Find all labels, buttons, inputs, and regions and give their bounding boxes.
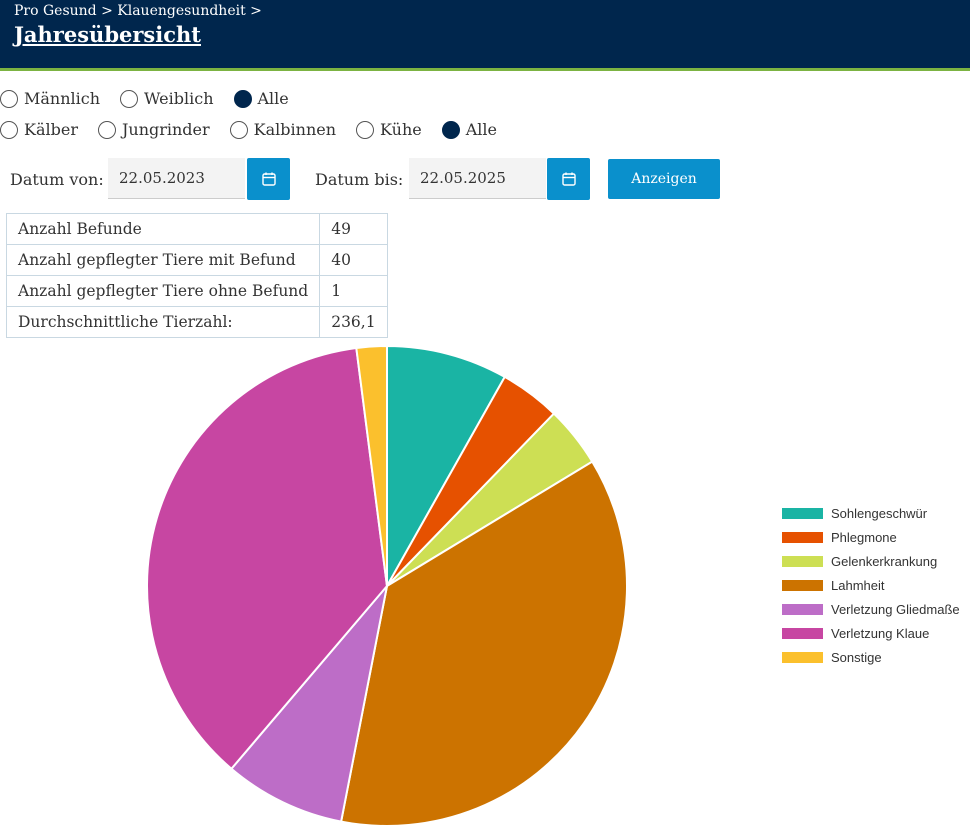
legend-swatch [782,628,823,639]
date-from-input[interactable] [108,158,245,199]
pie-slice-4[interactable] [230,582,389,823]
gender-filter: Männlich Weiblich Alle [0,89,309,108]
legend-swatch [782,580,823,591]
radio-kalbinnen[interactable]: Kalbinnen [229,120,337,139]
radio-weiblich[interactable]: Weiblich [120,89,214,108]
pie-slice-6[interactable] [355,344,388,587]
date-to-label: Datum bis: [315,170,404,189]
show-button[interactable]: Anzeigen [608,159,720,199]
radio-label: Kalbinnen [253,120,337,139]
date-from-label: Datum von: [10,170,104,189]
legend-swatch [782,508,823,519]
breadcrumb[interactable]: Pro Gesund > Klauengesundheit > [14,3,262,19]
legend-label[interactable]: Verletzung Gliedmaße [831,602,960,617]
legend-label[interactable]: Lahmheit [831,578,885,593]
radio-circle[interactable] [120,89,139,108]
header-bar: Pro Gesund > Klauengesundheit > Jahresüb… [0,0,970,71]
radio-circle[interactable] [356,120,375,139]
date-from-calendar-button[interactable] [247,158,290,200]
legend-swatch [782,652,823,663]
legend-label[interactable]: Gelenkerkrankung [831,554,937,569]
pie-slice-5[interactable] [146,346,389,771]
radio-circle[interactable] [97,120,116,139]
radio-gender-alle[interactable]: Alle [233,89,289,108]
radio-label: Jungrinder [121,120,210,139]
stat-value: 236,1 [319,306,388,338]
stat-label: Anzahl Befunde [5,213,321,245]
date-to-calendar-button[interactable] [547,158,590,200]
radio-jungrinder[interactable]: Jungrinder [97,120,210,139]
radio-label: Alle [257,89,289,108]
group-filter: Kälber Jungrinder Kalbinnen Kühe Alle [0,120,517,139]
stat-label: Anzahl gepflegter Tiere ohne Befund [5,275,321,307]
pie-slice-0[interactable] [386,344,507,590]
radio-label: Kälber [24,120,78,139]
calendar-icon [561,172,576,186]
stat-value: 40 [319,244,388,276]
radio-label: Kühe [380,120,422,139]
legend-label[interactable]: Phlegmone [831,530,897,545]
page-title[interactable]: Jahresübersicht [14,22,201,47]
legend-swatch [782,532,823,543]
table-row: Anzahl Befunde 49 [5,213,388,245]
legend-label[interactable]: Sonstige [831,650,882,665]
radio-maennlich[interactable]: Männlich [0,89,100,108]
radio-circle[interactable] [229,120,248,139]
radio-circle-checked[interactable] [441,120,460,139]
radio-label: Alle [465,120,497,139]
radio-group-alle[interactable]: Alle [441,120,497,139]
radio-label: Männlich [24,89,101,108]
date-to-input[interactable] [409,158,546,199]
legend-label[interactable]: Sohlengeschwür [831,506,928,521]
stats-table: Anzahl Befunde 49 Anzahl gepflegter Tier… [5,213,388,338]
pie-slice-3[interactable] [339,460,628,827]
table-row: Durchschnittliche Tierzahl: 236,1 [5,306,388,338]
calendar-icon [261,172,276,186]
radio-circle-checked[interactable] [233,89,252,108]
stat-label: Durchschnittliche Tierzahl: [5,306,321,338]
radio-circle[interactable] [0,89,18,108]
stat-value: 1 [319,275,388,307]
table-row: Anzahl gepflegter Tiere mit Befund 40 [5,244,388,276]
radio-kaelber[interactable]: Kälber [0,120,78,139]
radio-label: Weiblich [144,89,214,108]
legend-swatch [782,556,823,567]
legend-label[interactable]: Verletzung Klaue [831,626,929,641]
table-row: Anzahl gepflegter Tiere ohne Befund 1 [5,275,388,307]
radio-circle[interactable] [0,120,18,139]
radio-kuehe[interactable]: Kühe [356,120,422,139]
legend-swatch [782,604,823,615]
